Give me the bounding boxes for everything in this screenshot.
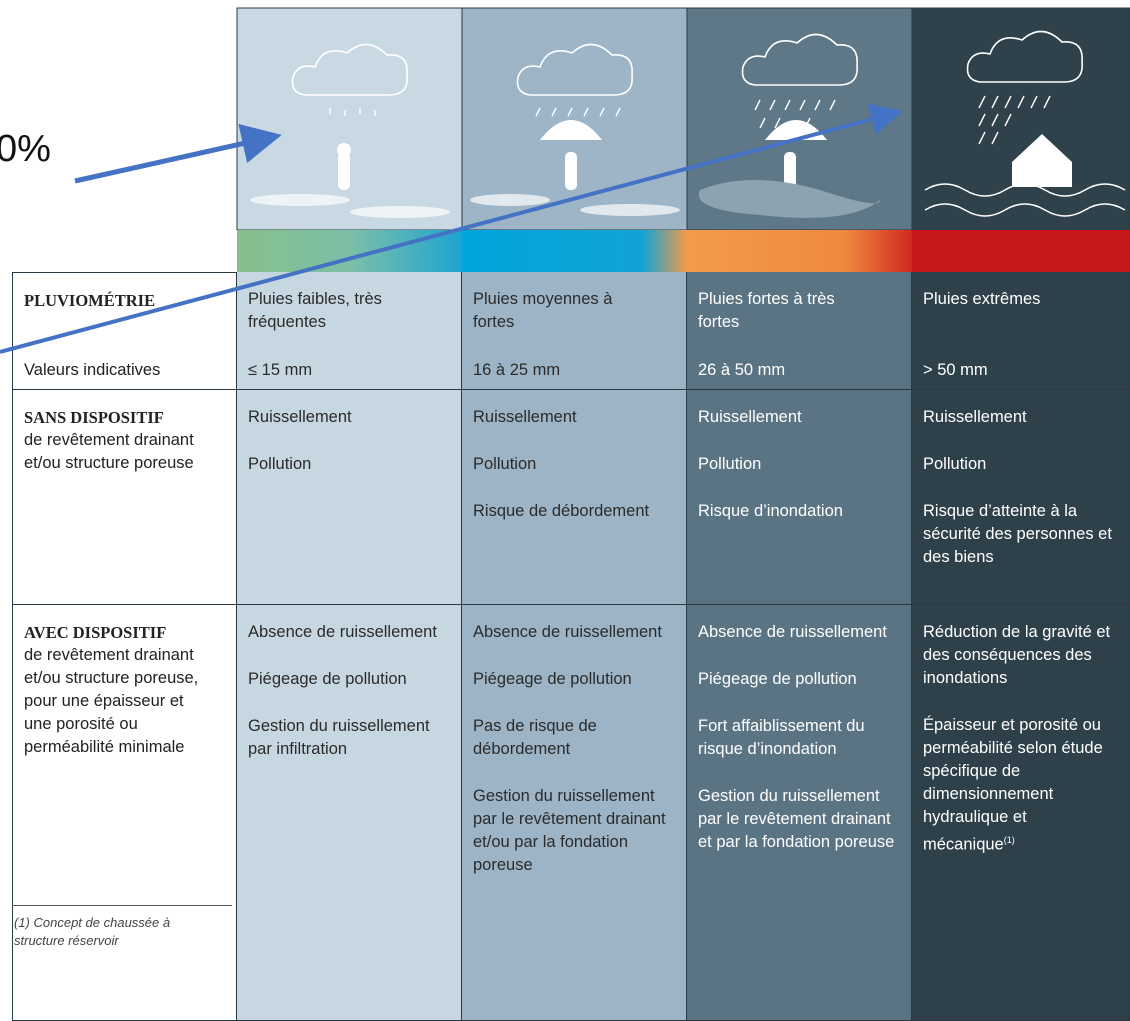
- illustration-bg: [911, 7, 1130, 231]
- row-header: AVEC DISPOSITIF de revêtement drainant et…: [12, 605, 237, 1021]
- cell-item: Ruissellement: [698, 408, 802, 426]
- cell-item: Risque d’atteinte à la sécurité des pers…: [923, 502, 1112, 566]
- header-label: PLUVIOMÉTRIE: [24, 291, 156, 310]
- cell-item: Absence de ruissellement: [248, 623, 437, 641]
- clouds: [291, 30, 1083, 96]
- row-label: SANS DISPOSITIF: [24, 408, 164, 427]
- row-header: SANS DISPOSITIF de revêtement drainant et…: [12, 390, 237, 605]
- cell-item: Piégeage de pollution: [698, 670, 857, 688]
- row-sublabel: de revêtement drainant et/ou structure p…: [24, 431, 194, 472]
- cell-item: Pollution: [473, 455, 537, 473]
- header-cell: PLUVIOMÉTRIE Valeurs indicatives: [12, 272, 237, 390]
- column-header: Pluies moyennes à fortes 16 à 25 mm: [462, 272, 687, 390]
- table-cell: Ruissellement Pollution: [237, 390, 462, 605]
- cell-item: Risque de débordement: [473, 502, 650, 520]
- row-label: AVEC DISPOSITIF: [24, 623, 167, 642]
- cell-item: Épaisseur et porosité ou perméabilité se…: [923, 716, 1103, 854]
- cell-item: Absence de ruissellement: [698, 623, 887, 641]
- column-title: Pluies fortes à très fortes: [698, 290, 835, 331]
- column-title: Pluies faibles, très fréquentes: [248, 290, 382, 331]
- table-cell: Ruissellement Pollution Risque d’atteinte …: [912, 390, 1130, 605]
- header-sublabel: Valeurs indicatives: [24, 361, 161, 379]
- table-cell: Absence de ruissellement Piégeage de poll…: [237, 605, 462, 1021]
- row-sublabel: de revêtement drainant et/ou structure p…: [24, 646, 199, 756]
- note-ref: (1): [1003, 835, 1015, 845]
- column-value: 26 à 50 mm: [698, 361, 786, 379]
- cell-item: Gestion du ruissellement par le revêteme…: [698, 787, 895, 851]
- table-cell: Réduction de la gravité et des conséquen…: [912, 605, 1130, 1021]
- table-cell: Ruissellement Pollution Risque d’inondatio…: [687, 390, 912, 605]
- cell-item: Pollution: [923, 455, 987, 473]
- column-value: > 50 mm: [923, 361, 988, 379]
- column-header: Pluies extrêmes > 50 mm: [912, 272, 1130, 390]
- annotation: 0%: [0, 128, 51, 170]
- column-title: Pluies extrêmes: [923, 290, 1041, 308]
- cell-item: Piégeage de pollution: [248, 670, 407, 688]
- cell-item: Fort affaiblissement du risque d’inondat…: [698, 717, 865, 758]
- intensity-bar: [912, 230, 1130, 272]
- cell-item: Pollution: [698, 455, 762, 473]
- cell-item: Pas de risque de débordement: [473, 717, 597, 758]
- cell-item: Gestion du ruissellement par infiltratio…: [248, 717, 430, 758]
- table-cell: Absence de ruissellement Piégeage de poll…: [462, 605, 687, 1021]
- table-cell: Ruissellement Pollution Risque de débordem…: [462, 390, 687, 605]
- cell-item: Piégeage de pollution: [473, 670, 632, 688]
- cell-item: Pollution: [248, 455, 312, 473]
- column-header: Pluies fortes à très fortes 26 à 50 mm: [687, 272, 912, 390]
- cell-item: Absence de ruissellement: [473, 623, 662, 641]
- cell-item: Ruissellement: [473, 408, 577, 426]
- column-value: ≤ 15 mm: [248, 361, 313, 379]
- cell-item: Risque d’inondation: [698, 502, 843, 520]
- cell-item: Gestion du ruissellement par le revêteme…: [473, 787, 666, 874]
- column-value: 16 à 25 mm: [473, 361, 561, 379]
- footnote-rule: [12, 905, 232, 906]
- column-header: Pluies faibles, très fréquentes ≤ 15 mm: [237, 272, 462, 390]
- cell-item: Ruissellement: [923, 408, 1027, 426]
- waves: [924, 183, 1126, 217]
- table-cell: Absence de ruissellement Piégeage de poll…: [687, 605, 912, 1021]
- column-title: Pluies moyennes à fortes: [473, 290, 613, 331]
- cell-item: Ruissellement: [248, 408, 352, 426]
- cell-item: Réduction de la gravité et des conséquen…: [923, 623, 1111, 687]
- footnote: (1) Concept de chaussée à structure rése…: [14, 915, 171, 948]
